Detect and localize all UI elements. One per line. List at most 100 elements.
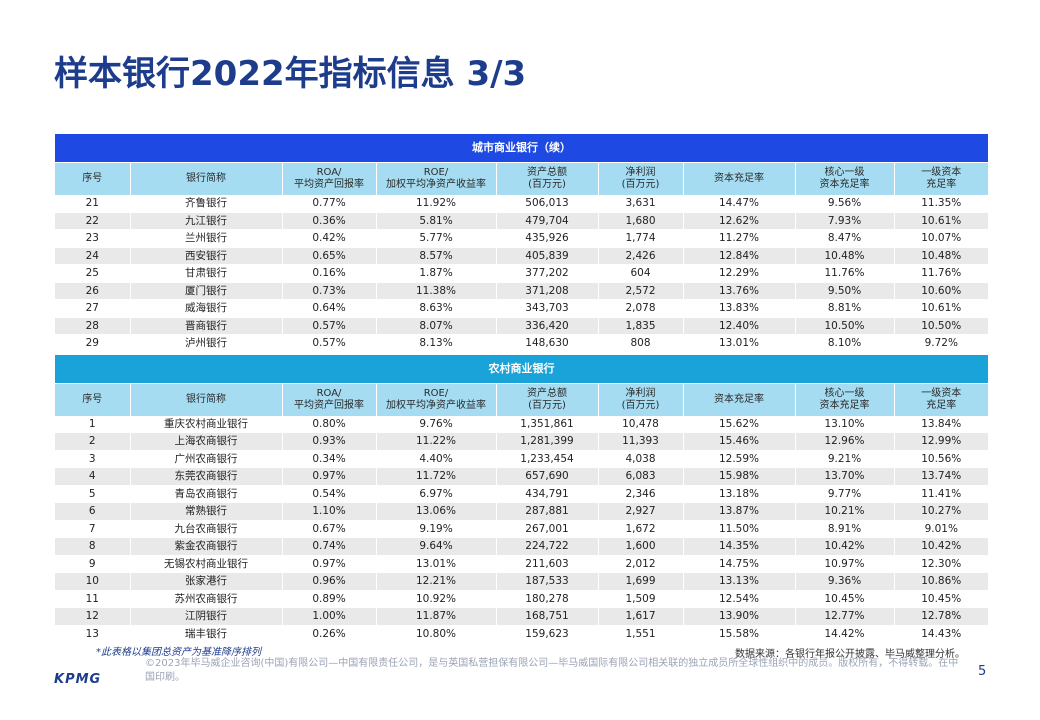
roa-cell: 0.16% xyxy=(282,264,377,283)
table-row: 10 张家港行 0.96% 12.21% 187,533 1,699 13.13% 9.36%… xyxy=(55,572,988,591)
net-profit-cell: 808 xyxy=(598,334,684,353)
roe-cell: 8.13% xyxy=(376,334,497,353)
bank-name-cell: 晋商银行 xyxy=(130,317,283,335)
total-assets-cell: 1,281,399 xyxy=(496,432,599,451)
section-title: 农村商业银行 xyxy=(55,354,988,384)
rank-cell: 1 xyxy=(55,415,131,433)
net-profit-cell: 2,078 xyxy=(598,299,684,318)
cet1-ratio-cell: 9.50% xyxy=(795,282,895,300)
roe-cell: 13.01% xyxy=(376,555,497,573)
rank-cell: 4 xyxy=(55,467,131,486)
rank-cell: 12 xyxy=(55,607,131,626)
cet1-ratio-cell: 10.48% xyxy=(795,247,895,265)
cet1-ratio-cell: 10.21% xyxy=(795,502,895,521)
rank-cell: 29 xyxy=(55,334,131,353)
roa-cell: 0.36% xyxy=(282,212,377,230)
page-title: 样本银行2022年指标信息 3/3 xyxy=(54,54,527,94)
column-header-line: 平均资产回报率 xyxy=(294,179,364,190)
indicator-table-wrapper: 城市商业银行（续） 序号 银行简称 ROA/平均资产回报率 ROE/加权平均净资产收益率… xyxy=(55,134,988,643)
tier1-ratio-cell: 12.99% xyxy=(894,432,988,451)
column-header-car: 资本充足率 xyxy=(683,162,796,195)
column-header-line: 一级资本 xyxy=(921,387,962,399)
table-row: 28 晋商银行 0.57% 8.07% 336,420 1,835 12.40% 10.50%… xyxy=(55,317,988,335)
bank-name-cell: 紫金农商银行 xyxy=(130,537,283,556)
table-row: 27 威海银行 0.64% 8.63% 343,703 2,078 13.83% 8.81% 1… xyxy=(55,299,988,318)
net-profit-cell: 2,012 xyxy=(598,555,684,573)
total-assets-cell: 479,704 xyxy=(496,212,599,230)
column-header-line: 加权平均净资产收益率 xyxy=(386,399,486,411)
column-header-roe: ROE/加权平均净资产收益率 xyxy=(376,162,497,195)
total-assets-cell: 343,703 xyxy=(496,299,599,318)
roe-cell: 1.87% xyxy=(376,264,497,283)
table-row: 29 泸州银行 0.57% 8.13% 148,630 808 13.01% 8.10% 9.7… xyxy=(55,334,988,353)
roa-cell: 0.54% xyxy=(282,485,377,503)
column-header-row: 序号 银行简称 ROA/平均资产回报率 ROE/加权平均净资产收益率 资产总额 (百万元)… xyxy=(55,383,988,416)
column-header-bank-name: 银行简称 xyxy=(130,162,283,195)
rank-cell: 9 xyxy=(55,555,131,573)
tier1-ratio-cell: 12.30% xyxy=(894,555,988,573)
roa-cell: 0.34% xyxy=(282,450,377,468)
tier1-ratio-cell: 11.41% xyxy=(894,485,988,503)
table-row: 5 青岛农商银行 0.54% 6.97% 434,791 2,346 13.18% 9.77%… xyxy=(55,485,988,503)
tier1-ratio-cell: 10.07% xyxy=(894,229,988,248)
table-row: 11 苏州农商银行 0.89% 10.92% 180,278 1,509 12.54% 10.… xyxy=(55,590,988,608)
roe-cell: 11.22% xyxy=(376,432,497,451)
roe-cell: 9.64% xyxy=(376,537,497,556)
net-profit-cell: 1,699 xyxy=(598,572,684,591)
roa-cell: 0.97% xyxy=(282,555,377,573)
tier1-ratio-cell: 11.76% xyxy=(894,264,988,283)
roa-cell: 0.89% xyxy=(282,590,377,608)
net-profit-cell: 10,478 xyxy=(598,415,684,433)
column-header-line: 核心一级 xyxy=(824,387,865,399)
roe-cell: 9.19% xyxy=(376,520,497,538)
net-profit-cell: 6,083 xyxy=(598,467,684,486)
table-row: 21 齐鲁银行 0.77% 11.92% 506,013 3,631 14.47% 9.56%… xyxy=(55,195,988,213)
table-row: 24 西安银行 0.65% 8.57% 405,839 2,426 12.84% 10.48%… xyxy=(55,247,988,265)
total-assets-cell: 1,233,454 xyxy=(496,450,599,468)
tier1-ratio-cell: 10.86% xyxy=(894,572,988,591)
total-assets-cell: 148,630 xyxy=(496,334,599,353)
column-header-line: 充足率 xyxy=(926,179,957,190)
car-cell: 12.59% xyxy=(683,450,796,468)
roe-cell: 9.76% xyxy=(376,415,497,433)
roa-cell: 0.97% xyxy=(282,467,377,486)
column-header-line: 充足率 xyxy=(926,399,957,411)
cet1-ratio-cell: 8.91% xyxy=(795,520,895,538)
spacer-cell xyxy=(55,352,988,355)
bank-name-cell: 瑞丰银行 xyxy=(130,625,283,643)
table-row: 9 无锡农村商业银行 0.97% 13.01% 211,603 2,012 14.75% 10… xyxy=(55,555,988,573)
column-header-tier1-ratio: 一级资本 充足率 xyxy=(894,383,988,416)
column-header-line: 银行简称 xyxy=(186,173,226,184)
rank-cell: 5 xyxy=(55,485,131,503)
table-row: 3 广州农商银行 0.34% 4.40% 1,233,454 4,038 12.59% 9.2… xyxy=(55,450,988,468)
roa-cell: 0.96% xyxy=(282,572,377,591)
column-header-roa: ROA/平均资产回报率 xyxy=(282,162,377,195)
rank-cell: 21 xyxy=(55,195,131,213)
bank-name-cell: 甘肃银行 xyxy=(130,264,283,283)
net-profit-cell: 2,346 xyxy=(598,485,684,503)
bank-name-cell: 重庆农村商业银行 xyxy=(130,415,283,433)
car-cell: 14.75% xyxy=(683,555,796,573)
cet1-ratio-cell: 9.77% xyxy=(795,485,895,503)
total-assets-cell: 168,751 xyxy=(496,607,599,626)
car-cell: 13.83% xyxy=(683,299,796,318)
total-assets-cell: 336,420 xyxy=(496,317,599,335)
section-title-bar: 城市商业银行（续） xyxy=(55,134,988,163)
roe-cell: 10.80% xyxy=(376,625,497,643)
page-number: 5 xyxy=(978,664,987,679)
car-cell: 13.01% xyxy=(683,334,796,353)
car-cell: 13.13% xyxy=(683,572,796,591)
cet1-ratio-cell: 9.36% xyxy=(795,572,895,591)
roa-cell: 0.74% xyxy=(282,537,377,556)
table-row: 13 瑞丰银行 0.26% 10.80% 159,623 1,551 15.58% 14.42… xyxy=(55,625,988,643)
roa-cell: 0.93% xyxy=(282,432,377,451)
bank-name-cell: 江阴银行 xyxy=(130,607,283,626)
column-header-cet1-ratio: 核心一级 资本充足率 xyxy=(795,383,895,416)
cet1-ratio-cell: 14.42% xyxy=(795,625,895,643)
table-row: 12 江阴银行 1.00% 11.87% 168,751 1,617 13.90% 12.77… xyxy=(55,607,988,626)
net-profit-cell: 4,038 xyxy=(598,450,684,468)
table-row: 22 九江银行 0.36% 5.81% 479,704 1,680 12.62% 7.93% 1… xyxy=(55,212,988,230)
car-cell: 12.54% xyxy=(683,590,796,608)
tier1-ratio-cell: 10.60% xyxy=(894,282,988,300)
column-header-line: 资本充足率 xyxy=(819,399,870,411)
